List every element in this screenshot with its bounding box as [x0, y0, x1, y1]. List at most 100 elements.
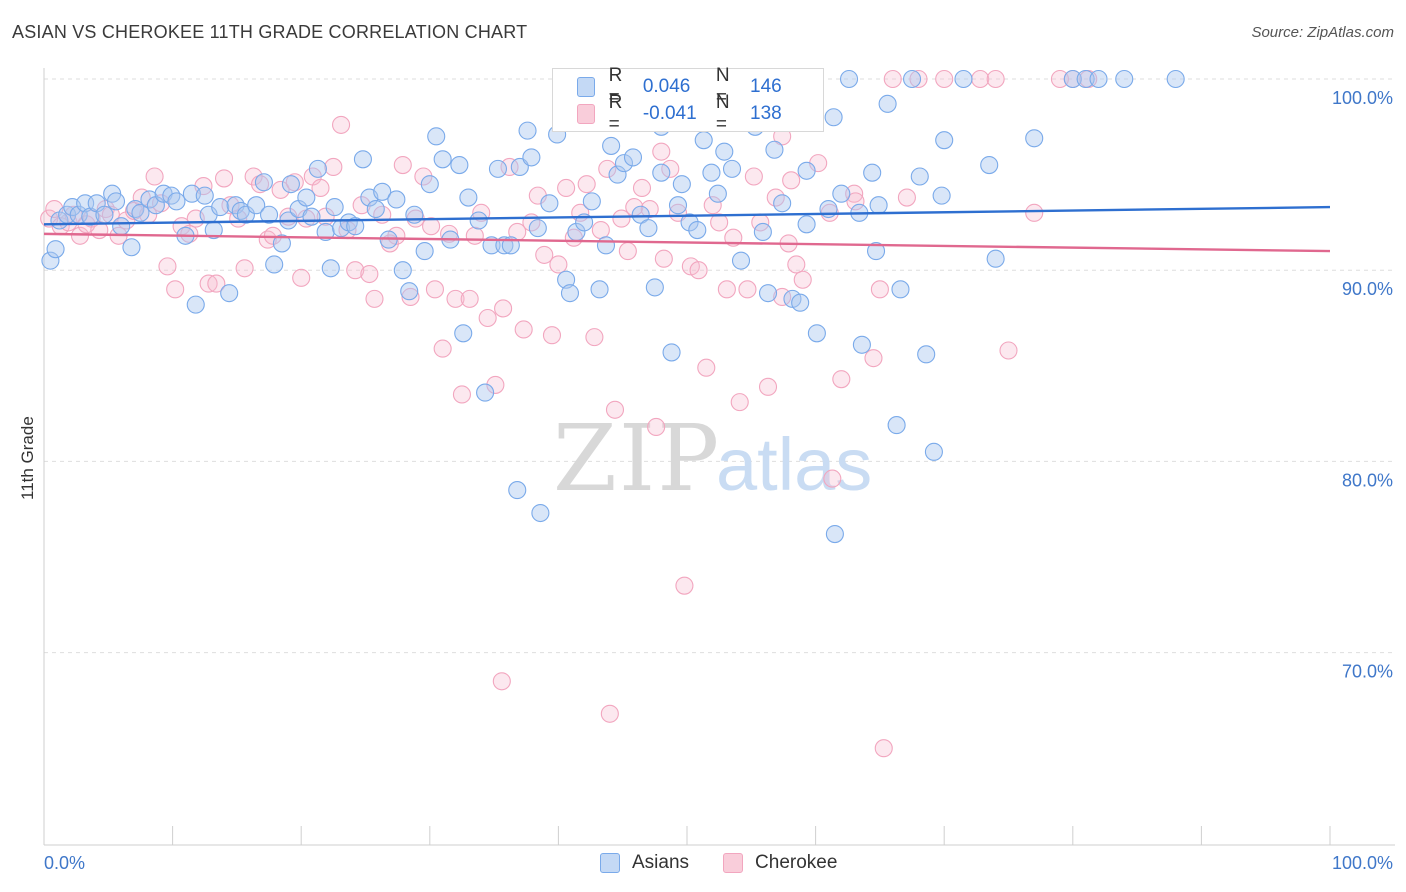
asians-point	[639, 219, 658, 238]
asians-point	[528, 219, 547, 238]
cherokee-point	[793, 270, 812, 289]
y-tick-label: 70.0%	[1342, 662, 1393, 682]
cherokee-point	[401, 287, 420, 307]
asians-point	[522, 148, 541, 167]
asians-point	[540, 194, 559, 213]
asians-point	[773, 194, 792, 213]
cherokee-point	[846, 192, 865, 211]
cherokee-point	[311, 178, 330, 198]
asians-point	[878, 94, 897, 113]
cherokee-point	[605, 400, 625, 419]
series-legend: Asians Cherokee	[600, 852, 871, 874]
y-tick-label: 90.0%	[1342, 279, 1393, 299]
asians-point	[220, 284, 239, 303]
legend-item-asians[interactable]: Asians	[600, 852, 689, 874]
asians-point	[508, 481, 527, 500]
cherokee-point	[598, 159, 617, 178]
asians-point	[297, 188, 316, 207]
cherokee-point	[166, 280, 185, 299]
asians-point	[824, 108, 843, 127]
cherokee-point	[292, 268, 311, 287]
cherokee-point	[600, 704, 619, 723]
asians-point	[122, 238, 141, 257]
asians-point	[668, 196, 688, 215]
asians-point	[986, 249, 1005, 268]
asians-point	[433, 150, 452, 169]
asians-point	[980, 155, 999, 175]
cherokee-point	[158, 257, 177, 276]
watermark: ZIP atlas	[553, 405, 872, 512]
cherokee-point	[675, 576, 694, 595]
x-tick-label: 100.0%	[1332, 853, 1393, 873]
cherokee-point	[414, 167, 433, 186]
asians-point	[852, 335, 871, 354]
cherokee-point	[207, 274, 226, 293]
asians-point	[602, 136, 621, 155]
asians-point	[272, 234, 291, 253]
cherokee-point	[70, 226, 90, 245]
asians-point	[935, 131, 954, 150]
cherokee-point	[864, 349, 883, 368]
asians-point	[420, 175, 439, 194]
cherokee-point	[365, 289, 384, 308]
watermark-atlas: atlas	[716, 423, 872, 506]
asians-point	[46, 240, 65, 259]
source-credit: Source: ZipAtlas.com	[1251, 24, 1394, 41]
cherokee-point	[971, 69, 990, 89]
asians-point	[680, 213, 699, 232]
cherokee-point	[425, 280, 444, 299]
asians-point	[825, 525, 844, 544]
asians-point	[1025, 129, 1044, 148]
asians-point	[259, 205, 279, 224]
cherokee-point	[478, 308, 497, 328]
cherokee-point	[433, 339, 452, 358]
cherokee-point	[909, 69, 928, 89]
asians-point	[112, 217, 131, 236]
cherokee-point	[96, 199, 115, 219]
chart-title: ASIAN VS CHEROKEE 11TH GRADE CORRELATION…	[12, 22, 528, 42]
asians-point	[393, 261, 412, 280]
asians-point	[302, 207, 321, 226]
asians-trend-line	[43, 205, 1331, 226]
y-tick-label: 80.0%	[1342, 470, 1393, 490]
cherokee-r-value: -0.041	[642, 103, 697, 124]
cherokee-point	[132, 188, 151, 207]
cherokee-point	[1025, 203, 1044, 222]
data-points	[40, 69, 1185, 758]
cherokee-point	[654, 249, 673, 268]
asians-point	[1089, 69, 1108, 89]
asians-swatch	[577, 77, 595, 97]
asians-point	[1166, 69, 1185, 89]
asians-point	[265, 255, 284, 274]
asians-point	[608, 165, 627, 184]
asians-point	[557, 270, 576, 289]
cherokee-point	[422, 217, 441, 236]
n-label: N =	[715, 65, 730, 108]
asians-point	[887, 416, 906, 435]
asians-point	[459, 188, 478, 207]
asians-point	[1115, 69, 1134, 89]
asians-point	[366, 199, 385, 219]
cherokee-point	[332, 115, 351, 134]
asians-point	[211, 198, 230, 217]
x-tick-label: 0.0%	[44, 853, 85, 873]
asians-point	[765, 140, 784, 159]
cherokee-point	[577, 175, 596, 194]
asians-point	[427, 127, 446, 146]
asians-point	[839, 69, 859, 89]
n-label: N =	[715, 92, 730, 135]
cherokee-point	[758, 377, 778, 396]
asians-point	[415, 242, 434, 261]
cherokee-point	[542, 326, 562, 345]
asians-point	[758, 284, 778, 303]
asians-point	[321, 259, 340, 278]
cherokee-trend-line	[43, 232, 1331, 253]
cherokee-point	[652, 142, 671, 161]
cherokee-point	[845, 184, 864, 203]
cherokee-point	[235, 259, 254, 278]
legend-item-cherokee[interactable]: Cherokee	[723, 852, 837, 874]
cherokee-point	[393, 155, 412, 175]
asians-point	[645, 278, 664, 297]
asians-point	[910, 167, 929, 186]
asians-point	[917, 345, 936, 364]
